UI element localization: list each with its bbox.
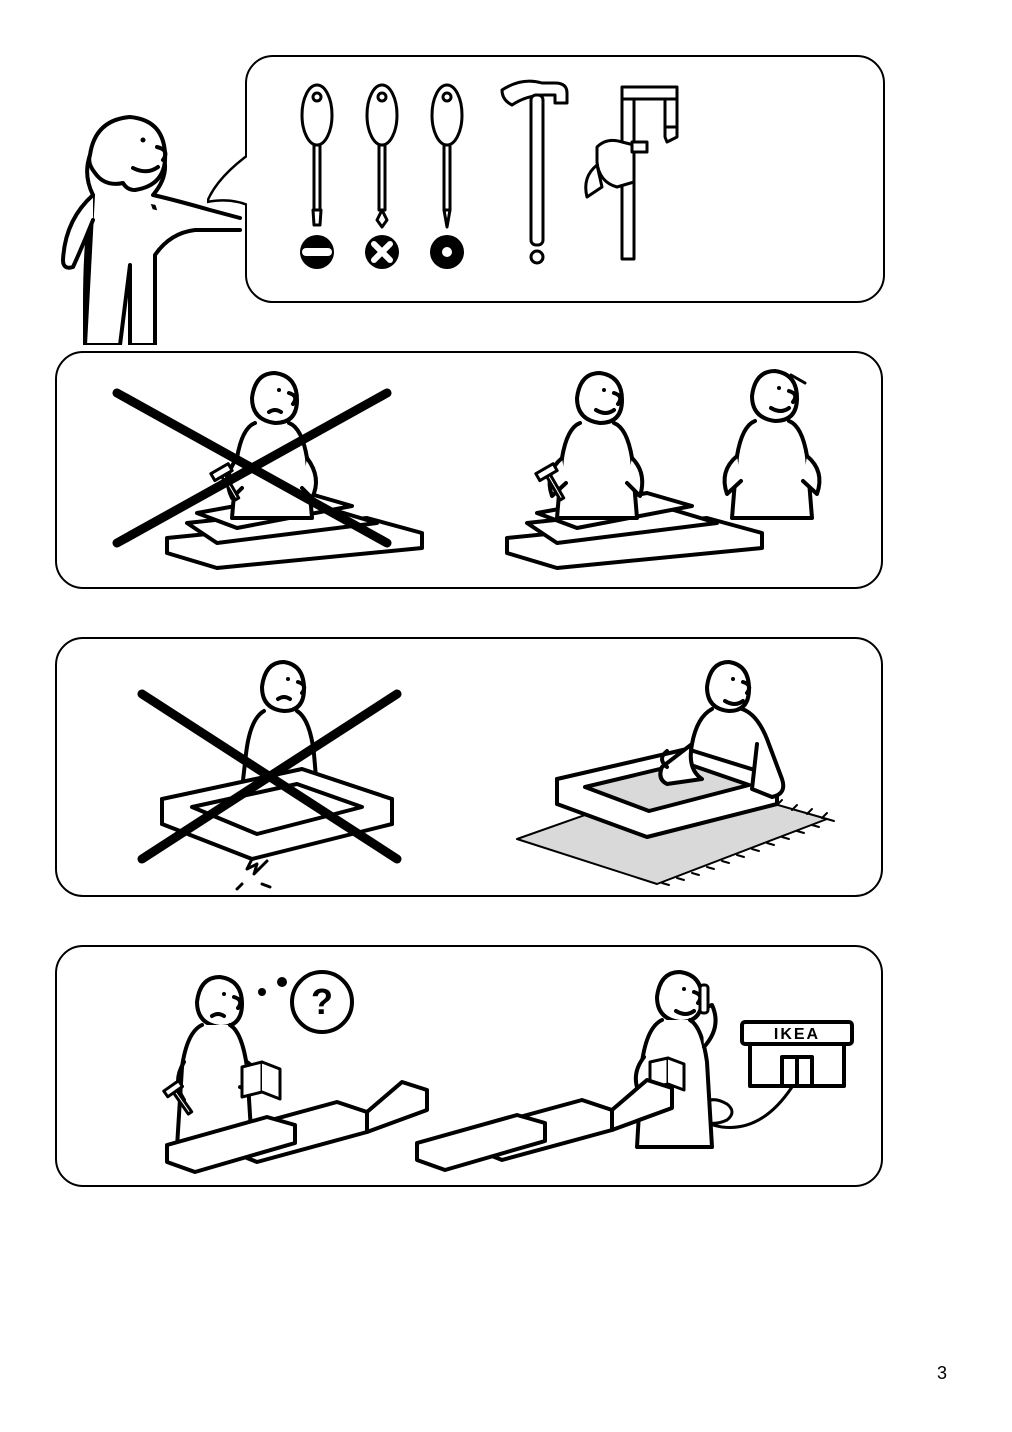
panel-carpet	[55, 637, 883, 897]
two-people-svg	[57, 353, 885, 591]
panel-help: ?	[55, 945, 883, 1187]
flat-screwdriver-icon	[302, 85, 332, 225]
page-number: 3	[937, 1363, 947, 1384]
awl-screwdriver-icon	[432, 85, 462, 227]
clamp-icon	[586, 87, 677, 259]
phillips-screwdriver-icon	[367, 85, 397, 227]
question-mark: ?	[311, 981, 333, 1022]
ikea-label: IKEA	[774, 1026, 820, 1043]
carpet-svg	[57, 639, 885, 899]
ikea-store-icon: IKEA	[742, 1022, 852, 1086]
panel-two-people	[55, 351, 883, 589]
hammer-icon	[502, 81, 567, 263]
instruction-page: ?	[0, 0, 1012, 1432]
help-svg: ?	[57, 947, 885, 1189]
tools-svg	[247, 57, 887, 305]
speech-tail	[207, 147, 267, 227]
panel-tools	[245, 55, 885, 303]
